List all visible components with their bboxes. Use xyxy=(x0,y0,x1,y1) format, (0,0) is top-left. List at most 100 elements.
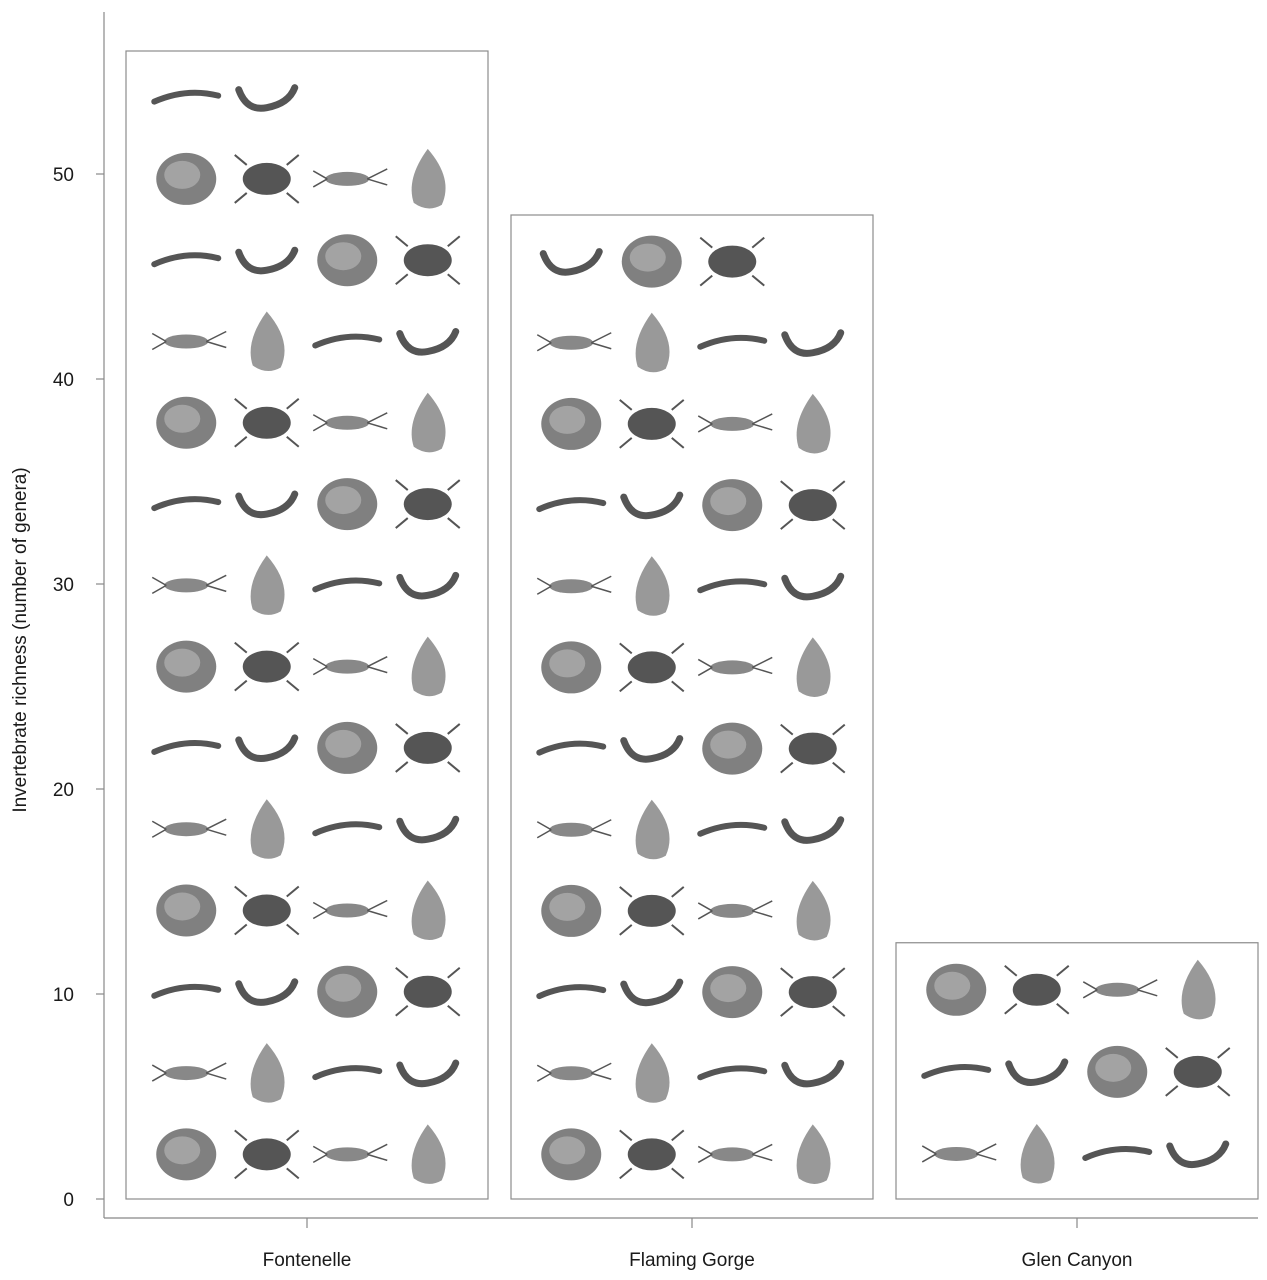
organism-icon xyxy=(411,880,446,941)
organism-icon xyxy=(235,734,299,763)
organism-icon xyxy=(312,1065,383,1081)
organism-icon xyxy=(780,967,846,1017)
organism-icon xyxy=(151,252,222,268)
organism-icon xyxy=(151,330,227,351)
organism-icon xyxy=(156,640,217,693)
y-tick-label: 50 xyxy=(53,165,74,186)
organism-icon xyxy=(926,963,987,1016)
organism-icon xyxy=(396,328,460,356)
organism-icon xyxy=(697,334,768,350)
organism-icon xyxy=(312,577,383,593)
organism-icon xyxy=(619,642,685,693)
organism-icon xyxy=(1165,1047,1231,1097)
y-axis-label: Invertebrate richness (number of genera) xyxy=(10,467,31,812)
organism-icon xyxy=(312,821,383,837)
axes xyxy=(103,12,1258,1219)
organism-icon xyxy=(156,1128,217,1181)
organism-icon xyxy=(621,235,682,288)
organism-icon xyxy=(702,479,763,532)
organism-icon xyxy=(396,571,460,600)
organism-icon xyxy=(395,723,461,773)
organism-icon xyxy=(312,655,388,676)
organism-icon xyxy=(312,412,388,432)
organism-icon xyxy=(235,246,299,275)
organism-icon xyxy=(539,248,603,276)
organism-icon xyxy=(697,578,768,594)
organism-icon xyxy=(635,1043,670,1103)
bars xyxy=(125,50,1259,1200)
organism-icon xyxy=(235,84,299,112)
organism-icon xyxy=(781,816,845,844)
organism-icon xyxy=(151,983,222,999)
organism-icon xyxy=(151,89,222,105)
organism-icon xyxy=(620,735,684,763)
organism-icon xyxy=(1082,979,1158,999)
organism-icon xyxy=(781,329,845,357)
organism-icon xyxy=(635,556,670,616)
organism-icon xyxy=(234,641,300,692)
organism-icon xyxy=(396,815,460,844)
y-tick-label: 0 xyxy=(63,1190,74,1211)
y-ticks: 0 10 20 30 40 50 xyxy=(53,165,104,1211)
organism-icon xyxy=(536,819,612,839)
organism-icon xyxy=(536,740,607,756)
organism-icon xyxy=(151,740,222,755)
organism-icon xyxy=(1181,959,1216,1020)
organism-icon xyxy=(411,636,446,697)
organism-icon xyxy=(156,884,217,937)
organism-icon xyxy=(697,1143,773,1164)
organism-icon xyxy=(250,799,285,859)
organism-icon xyxy=(312,168,388,188)
organism-icon xyxy=(780,723,846,774)
organism-icon xyxy=(317,234,378,287)
organism-icon xyxy=(312,1143,388,1164)
organism-icon xyxy=(536,332,612,352)
y-tick-label: 10 xyxy=(53,985,74,1006)
organism-icon xyxy=(921,1063,992,1079)
organism-icon xyxy=(156,396,217,449)
organism-icon xyxy=(234,398,300,448)
organism-icon xyxy=(312,333,383,349)
organism-icon xyxy=(536,984,607,1000)
organism-icon xyxy=(1005,1058,1069,1086)
organism-icon xyxy=(541,641,602,694)
organism-icon xyxy=(796,637,831,697)
y-tick-label: 40 xyxy=(53,370,74,391)
bar-fontenelle xyxy=(125,50,489,1200)
x-tick-label: Flaming Gorge xyxy=(629,1250,755,1271)
organism-icon xyxy=(235,490,299,519)
organism-icon xyxy=(796,393,831,454)
organism-icon xyxy=(396,1059,460,1088)
organism-icon xyxy=(250,1043,285,1103)
organism-icon xyxy=(781,1059,845,1088)
organism-icon xyxy=(1166,1140,1230,1169)
organism-icon xyxy=(697,1065,768,1081)
organism-icon xyxy=(156,152,217,205)
organism-icon xyxy=(536,1062,612,1082)
organism-icon xyxy=(1082,1146,1153,1161)
organism-icon xyxy=(699,236,765,287)
organism-icon xyxy=(411,1124,446,1184)
organism-icon xyxy=(620,978,684,1007)
organism-icon xyxy=(702,966,763,1019)
organism-icon xyxy=(536,575,612,595)
organism-icon xyxy=(250,311,285,372)
x-tick-label: Fontenelle xyxy=(263,1250,352,1271)
organism-icon xyxy=(1087,1045,1148,1098)
organism-icon xyxy=(697,656,773,677)
organism-icon xyxy=(235,978,299,1006)
organism-icon xyxy=(317,478,378,531)
organism-icon xyxy=(411,148,446,209)
organism-icon xyxy=(250,555,285,615)
organism-icon xyxy=(921,1143,997,1163)
y-tick-label: 20 xyxy=(53,780,74,801)
organism-icon xyxy=(234,885,300,936)
x-tick-label: Glen Canyon xyxy=(1022,1250,1133,1271)
organism-icon xyxy=(317,965,378,1018)
organism-icon xyxy=(234,1129,300,1180)
organism-icon xyxy=(312,899,388,920)
organism-icon xyxy=(619,886,685,936)
organism-icon xyxy=(619,399,685,449)
organism-icon xyxy=(317,721,378,774)
